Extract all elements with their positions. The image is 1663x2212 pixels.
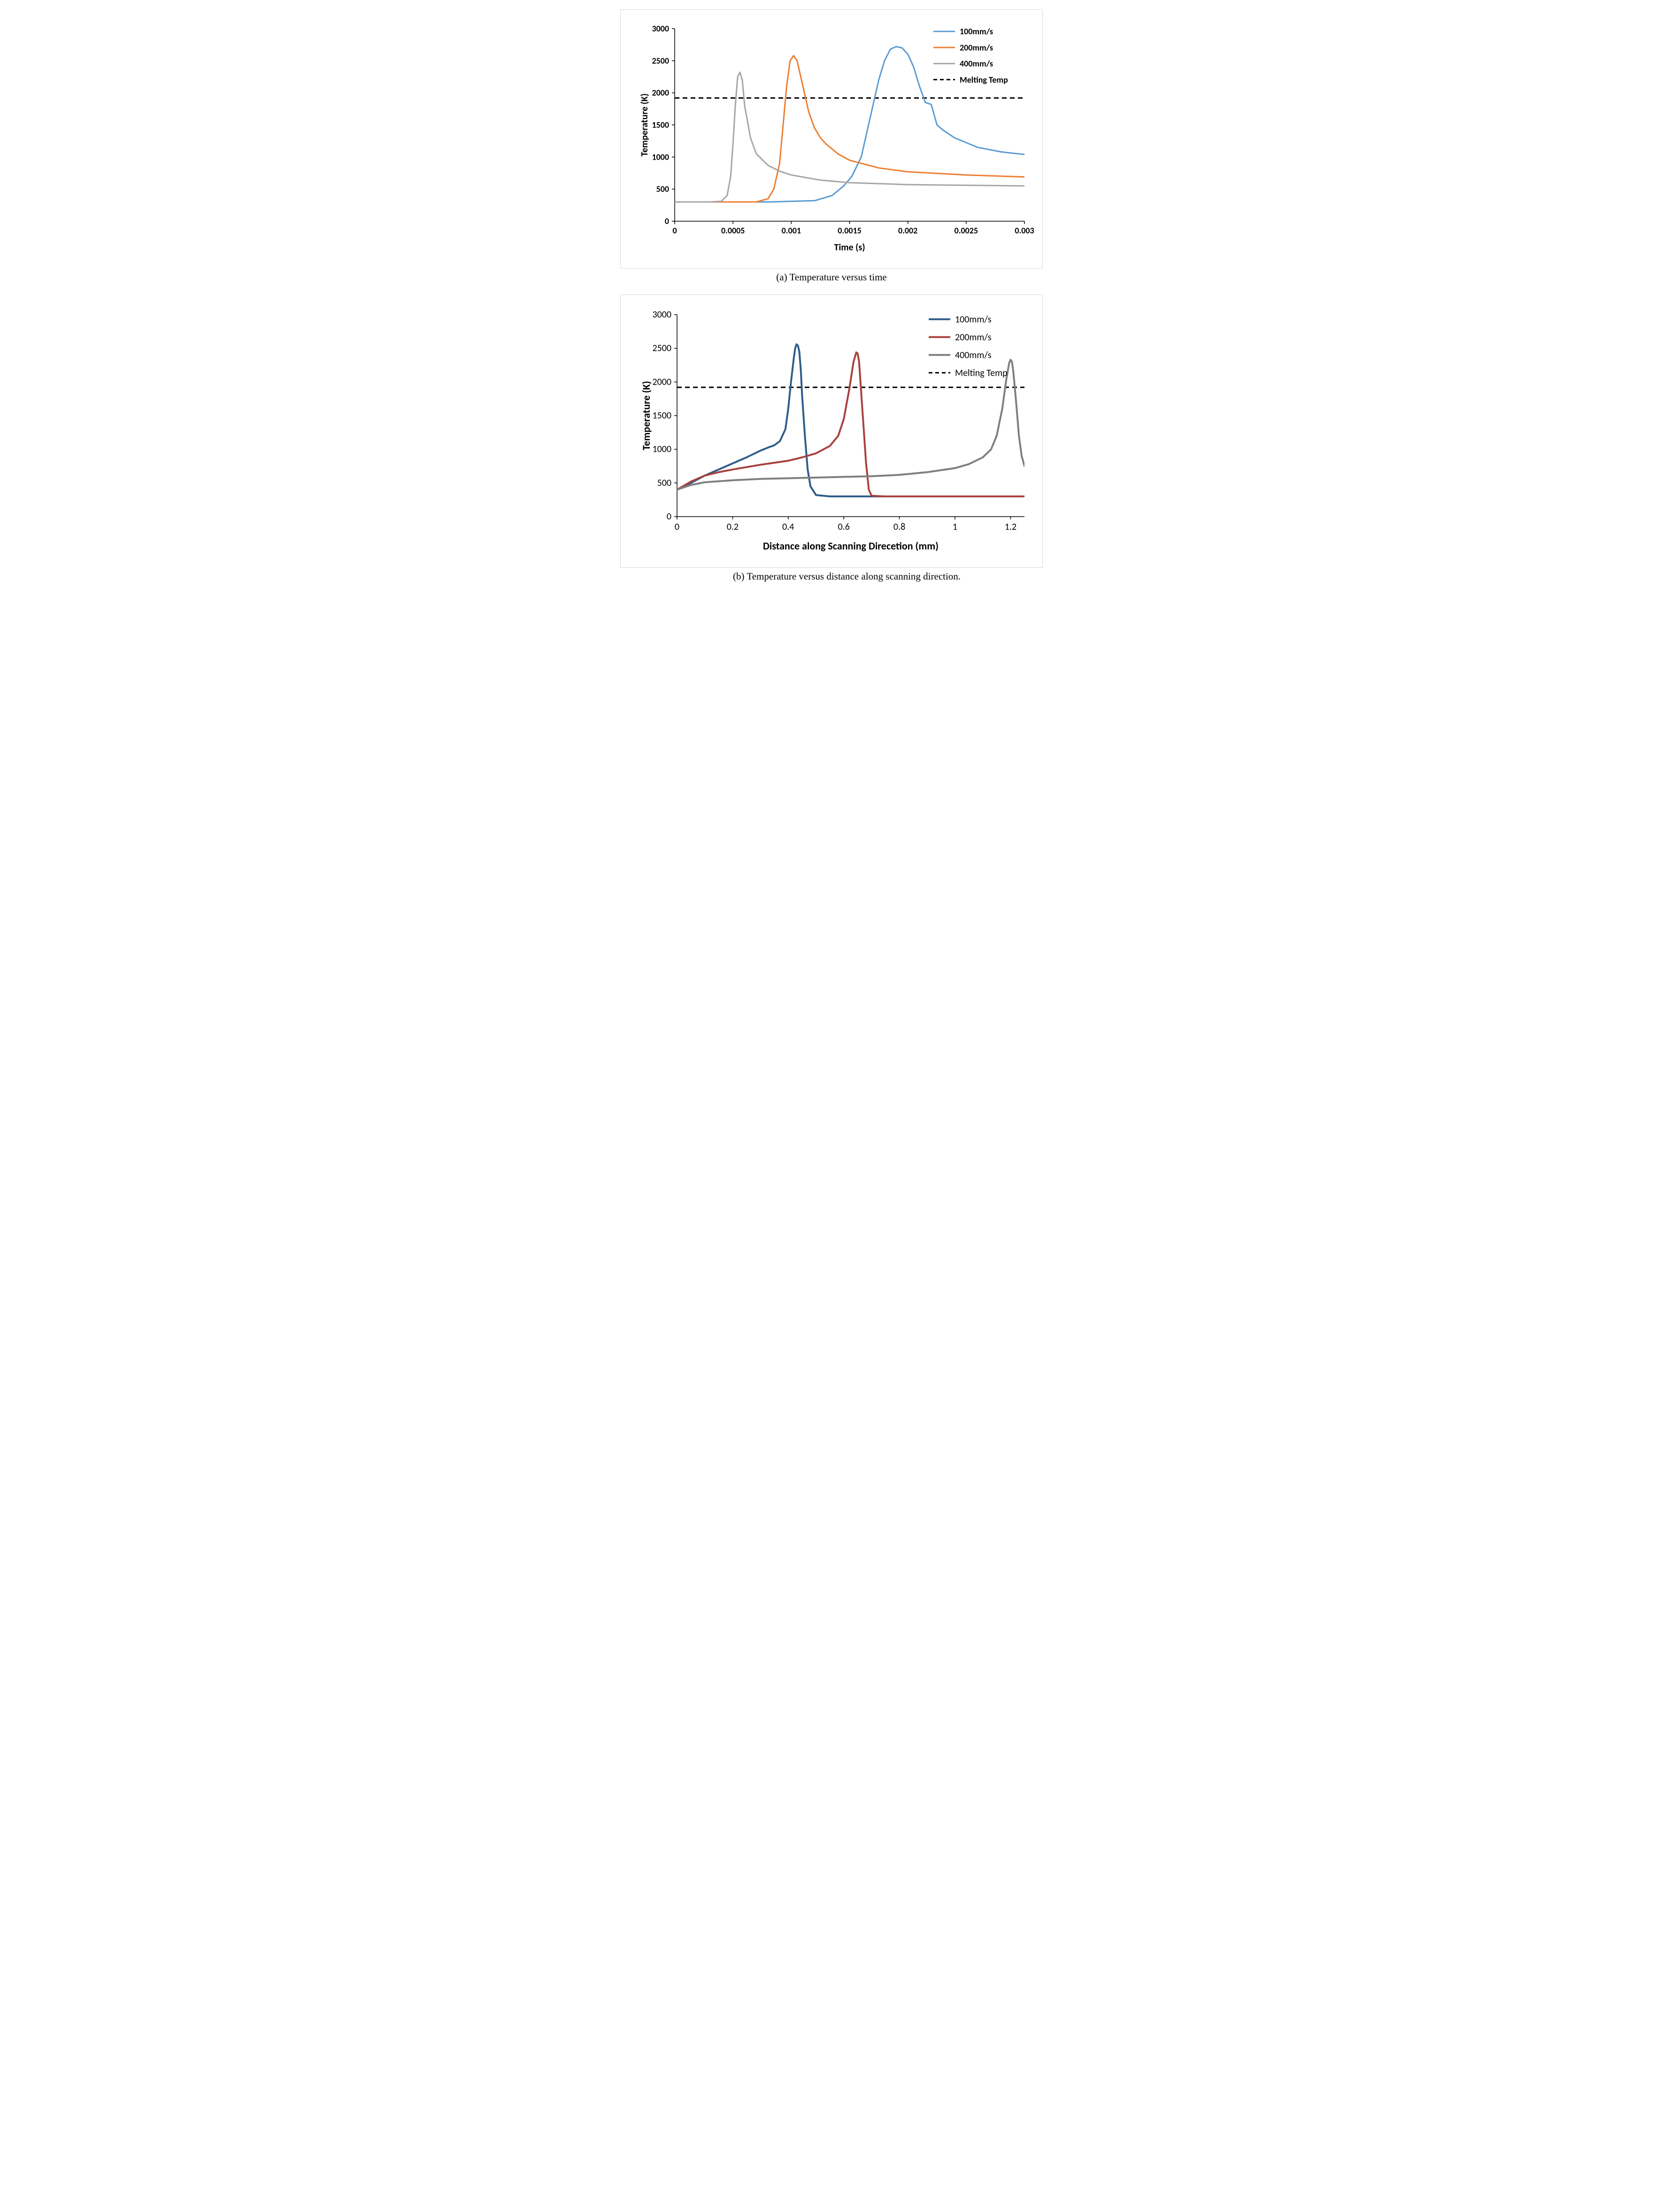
svg-text:2000: 2000	[652, 88, 670, 98]
svg-text:0.6: 0.6	[838, 521, 850, 533]
svg-text:2500: 2500	[652, 55, 670, 66]
svg-text:1.2: 1.2	[1005, 521, 1016, 533]
svg-text:0.002: 0.002	[898, 225, 917, 236]
svg-text:0: 0	[665, 216, 669, 226]
svg-text:400mm/s: 400mm/s	[955, 350, 992, 361]
caption-b: (b) Temperature versus distance along sc…	[620, 571, 1043, 582]
svg-text:Melting Temp: Melting Temp	[960, 75, 1008, 85]
svg-text:0: 0	[675, 521, 679, 533]
svg-text:1000: 1000	[652, 152, 670, 162]
svg-text:500: 500	[657, 477, 671, 488]
caption-a: (a) Temperature versus time	[620, 271, 1043, 283]
chart-b: 0 500 1000 1500 2000 2500 3000 0 0.2 0.4 0.6 0.8 1 1.…	[630, 304, 1034, 553]
svg-text:3000: 3000	[652, 309, 671, 320]
svg-text:Temperature (K): Temperature (K)	[639, 93, 650, 156]
svg-text:Time (s): Time (s)	[834, 242, 865, 253]
svg-text:0.4: 0.4	[782, 521, 794, 533]
svg-text:0.0015: 0.0015	[838, 225, 861, 236]
chart-b-container: 0 500 1000 1500 2000 2500 3000 0 0.2 0.4 0.6 0.8 1 1.…	[620, 294, 1043, 568]
svg-text:0.0025: 0.0025	[955, 225, 978, 236]
svg-text:2500: 2500	[652, 343, 671, 354]
svg-text:1500: 1500	[652, 410, 671, 421]
svg-text:0.0005: 0.0005	[721, 225, 745, 236]
svg-text:Distance along Scanning Direce: Distance along Scanning Direcetion (mm)	[763, 540, 939, 552]
svg-text:0.2: 0.2	[727, 521, 739, 533]
svg-text:0: 0	[667, 511, 671, 522]
svg-text:400mm/s: 400mm/s	[960, 59, 993, 69]
svg-text:200mm/s: 200mm/s	[960, 42, 993, 53]
svg-text:Temperature (K): Temperature (K)	[640, 381, 653, 450]
chart-a-container: 0 500 1000 1500 2000 2500 3000 0 0.0005 0.001 0.00…	[620, 9, 1043, 269]
svg-text:1: 1	[953, 521, 957, 533]
svg-text:0.003: 0.003	[1015, 225, 1034, 236]
svg-text:100mm/s: 100mm/s	[960, 26, 993, 37]
svg-text:1500: 1500	[652, 120, 670, 130]
svg-text:3000: 3000	[652, 23, 670, 34]
svg-text:200mm/s: 200mm/s	[955, 332, 992, 343]
svg-text:0: 0	[672, 225, 677, 236]
svg-text:500: 500	[656, 184, 669, 194]
svg-text:0.8: 0.8	[893, 521, 905, 533]
svg-text:Melting Temp: Melting Temp	[955, 368, 1008, 379]
chart-a: 0 500 1000 1500 2000 2500 3000 0 0.0005 0.001 0.00…	[630, 19, 1034, 254]
svg-text:2000: 2000	[652, 376, 671, 387]
svg-text:100mm/s: 100mm/s	[955, 314, 992, 325]
svg-text:1000: 1000	[652, 444, 671, 455]
svg-text:0.001: 0.001	[782, 225, 801, 236]
